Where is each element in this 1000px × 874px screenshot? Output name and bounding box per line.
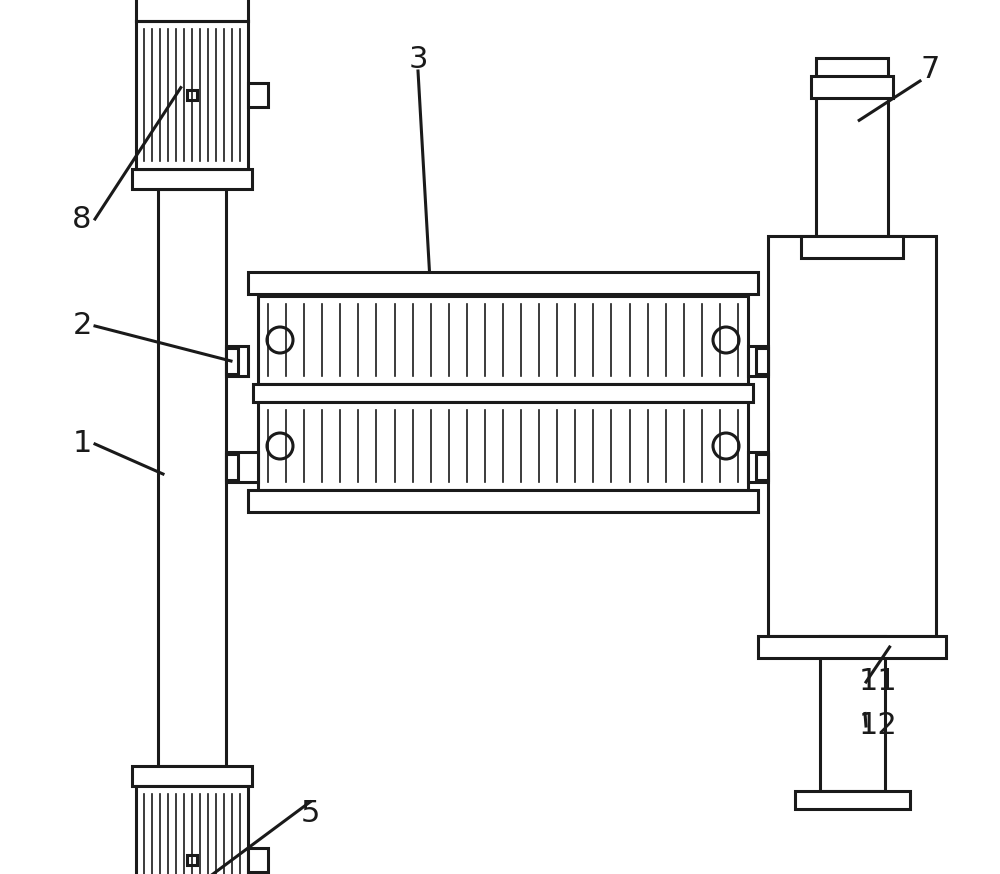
Bar xyxy=(794,791,910,809)
Bar xyxy=(226,346,248,376)
Bar xyxy=(756,348,768,374)
Bar xyxy=(758,636,946,658)
Bar xyxy=(816,58,888,236)
Bar xyxy=(248,848,268,872)
Bar xyxy=(132,766,252,786)
Text: 7: 7 xyxy=(920,54,940,84)
Bar xyxy=(226,452,258,482)
Bar xyxy=(756,454,768,480)
Text: 3: 3 xyxy=(408,45,428,73)
Bar xyxy=(248,272,758,294)
Bar xyxy=(748,452,768,482)
Bar xyxy=(136,21,248,169)
Bar xyxy=(248,490,758,512)
Bar xyxy=(187,90,197,100)
Bar xyxy=(132,169,252,189)
Bar xyxy=(768,236,936,636)
Bar xyxy=(258,402,748,490)
Bar xyxy=(801,236,903,258)
Bar xyxy=(226,348,238,374)
Text: 1: 1 xyxy=(72,429,92,459)
Bar xyxy=(258,296,748,384)
Bar xyxy=(248,83,268,107)
Text: 2: 2 xyxy=(72,311,92,341)
Bar xyxy=(820,636,885,791)
Bar xyxy=(158,189,226,766)
Bar xyxy=(136,786,248,874)
Text: 5: 5 xyxy=(300,800,320,829)
Bar xyxy=(253,384,753,402)
Bar xyxy=(226,454,238,480)
Bar xyxy=(187,855,197,865)
Text: 11: 11 xyxy=(859,668,897,697)
Bar xyxy=(748,346,768,376)
Text: 8: 8 xyxy=(72,205,92,233)
Bar xyxy=(811,76,893,98)
Text: 12: 12 xyxy=(859,711,897,740)
